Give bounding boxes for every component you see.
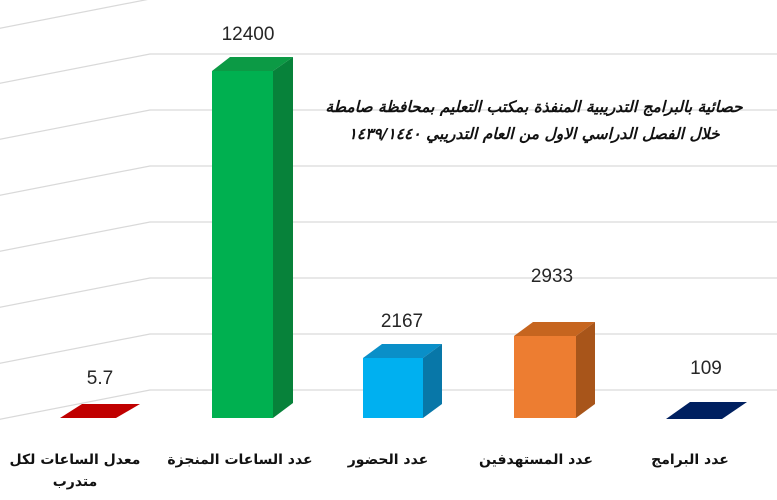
chart-subtitle: خلال الفصل الدراسي الاول من العام التدري… [348, 125, 720, 143]
category-label-line1: معدل الساعات لكل [9, 452, 141, 468]
value-label-targeted: 2933 [530, 266, 574, 287]
category-label-line2: متدرب [52, 474, 98, 490]
bar-avg-hours-per-trainee [60, 404, 140, 418]
category-label-programs: عدد البرامج [651, 452, 729, 468]
category-label-hours-completed: عدد الساعات المنجزة [167, 452, 313, 468]
value-label-attendance: 2167 [380, 311, 424, 332]
category-label-avg-hours: معدل الساعات لكل متدرب [0, 449, 150, 493]
chart-title-line1: حصائية بالبرامج التدريبية المنفذة بمكتب … [325, 98, 743, 116]
value-label-programs: 109 [690, 358, 722, 379]
bar-hours-completed [212, 57, 293, 418]
bar-attendance [363, 344, 442, 418]
bar-targeted [514, 322, 595, 418]
chart-title: حصائية بالبرامج التدريبية المنفذة بمكتب … [299, 94, 769, 148]
value-label-avg-hours: 5.7 [86, 368, 114, 389]
bar-programs [666, 402, 747, 419]
category-label-targeted: عدد المستهدفين [479, 452, 593, 468]
category-label-attendance: عدد الحضور [347, 452, 429, 468]
value-label-hours-completed: 12400 [221, 24, 275, 45]
